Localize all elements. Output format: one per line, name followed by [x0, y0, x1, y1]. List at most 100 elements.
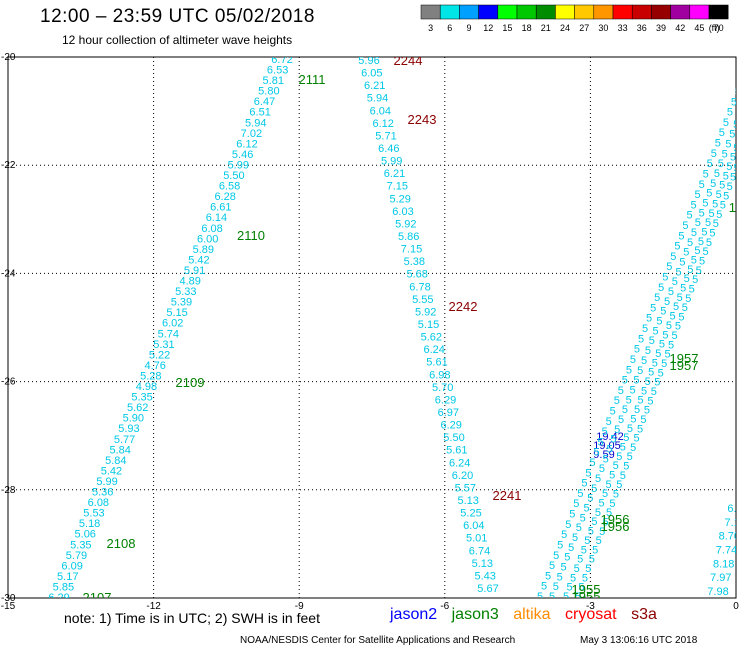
dense-track-mark: 5	[664, 296, 670, 308]
dense-track-mark: 5	[602, 426, 608, 438]
dense-track-mark: 5	[595, 507, 601, 519]
dense-track-mark: 5	[701, 226, 707, 238]
wave-height-value: 6.58	[219, 181, 240, 193]
dense-track-mark: 5	[620, 441, 626, 453]
dense-track-mark: 5	[699, 207, 705, 219]
dense-track-mark: 5	[598, 498, 604, 510]
pass-label: 2108	[107, 536, 136, 551]
wave-height-value: 5.81	[263, 75, 284, 87]
satellite-jason2: jason2	[390, 606, 438, 623]
wave-height-value: 6.29	[440, 420, 461, 432]
dense-track-mark: 5	[569, 509, 575, 521]
wave-height-value: 6.28	[214, 191, 235, 203]
wave-height-value: 5.93	[118, 423, 139, 435]
dense-track-mark: 5	[563, 591, 569, 603]
dense-track-mark: 5	[685, 293, 691, 305]
wave-height-value: 5.99	[381, 156, 402, 168]
dense-track-mark: 5	[573, 498, 579, 510]
dense-track-mark: 5	[609, 498, 615, 510]
dense-track-mark: 5	[614, 424, 620, 436]
dense-track-mark: 5	[651, 386, 657, 398]
pass-label: 2244	[394, 53, 423, 68]
dense-track-mark: 5	[699, 179, 705, 191]
wave-height-value: 7.1	[725, 517, 740, 529]
dense-track-mark: 5	[613, 488, 619, 500]
dense-track-mark: 5	[606, 479, 612, 491]
wave-height-value: 5.01	[466, 533, 487, 545]
longitude-tick-label: -3	[586, 601, 595, 610]
dense-track-mark: 5	[723, 170, 729, 182]
dense-track-mark: 5	[690, 199, 696, 211]
dense-track-mark: 5	[613, 460, 619, 472]
wave-height-value: 5.13	[472, 558, 493, 570]
dense-track-mark: 5	[713, 218, 719, 230]
dense-track-mark: 5	[592, 544, 598, 556]
scale-label: 15	[502, 23, 512, 33]
latitude-tick-label: -26	[1, 377, 16, 388]
scale-label: 21	[541, 23, 551, 33]
dense-track-mark: 5	[572, 532, 578, 544]
wave-height-value: 5.29	[389, 193, 410, 205]
wave-height-value: 7.97	[710, 572, 731, 584]
dense-track-mark: 5	[684, 273, 690, 285]
dense-track-mark: 5	[730, 172, 736, 184]
dense-track-mark: 5	[726, 161, 732, 173]
dense-track-mark: 5	[589, 457, 595, 469]
dense-track-mark: 5	[727, 107, 733, 119]
dense-track-mark: 5	[653, 325, 659, 337]
dense-track-mark: 5	[731, 96, 737, 108]
dense-track-mark: 5	[623, 432, 629, 444]
dense-track-mark: 5	[702, 246, 708, 258]
dense-track-mark: 5	[695, 189, 701, 201]
dense-track-mark: 5	[670, 251, 676, 263]
dense-track-mark: 5	[634, 404, 640, 416]
wave-height-value: 5.67	[477, 583, 498, 595]
wave-height-value: 5.99	[96, 476, 117, 488]
wave-height-value: 6.20	[452, 470, 473, 482]
dense-track-mark: 5	[578, 582, 584, 594]
dense-track-mark: 5	[587, 493, 593, 505]
dense-track-mark: 5	[723, 117, 729, 129]
wave-height-value: 6.14	[206, 212, 227, 224]
dense-track-mark: 5	[655, 348, 661, 360]
dense-track-mark: 5	[541, 581, 547, 593]
dense-track-mark: 5	[709, 228, 715, 240]
wave-height-value: 6.21	[364, 80, 385, 92]
wave-height-value: 6.29	[48, 592, 69, 604]
credit-line: NOAA/NESDIS Center for Satellite Applica…	[240, 635, 516, 646]
wave-height-value: 5.50	[223, 170, 244, 182]
dense-track-mark: 5	[687, 264, 693, 276]
dense-track-mark: 5	[733, 119, 739, 131]
wave-height-value: 5.46	[232, 149, 253, 161]
dense-track-mark: 5	[706, 188, 712, 200]
dense-track-mark: 5	[730, 152, 736, 164]
wave-height-map: -15 -12 -9 -6 -3 0-20-22-24-26-28-306.726.535…	[1, 52, 740, 610]
wave-height-value: 4.98	[136, 381, 157, 393]
dense-track-mark: 5	[618, 385, 624, 397]
dense-track-mark: 5	[683, 247, 689, 259]
dense-track-mark: 5	[537, 591, 543, 603]
dense-track-mark: 5	[585, 563, 591, 575]
pass-label: 2242	[449, 299, 478, 314]
wave-height-value: 5.42	[101, 465, 122, 477]
dense-track-mark: 5	[649, 335, 655, 347]
wave-height-value: 5.99	[228, 159, 249, 171]
dense-track-mark: 5	[687, 237, 693, 249]
dense-track-mark: 5	[622, 404, 628, 416]
dense-track-mark: 5	[686, 210, 692, 222]
dense-track-mark: 5	[714, 168, 720, 180]
dense-track-mark: 5	[616, 451, 622, 463]
scale-label: 12	[483, 23, 493, 33]
wave-height-value: 5.17	[57, 571, 78, 583]
wave-height-value: 5.91	[184, 265, 205, 277]
wave-height-value: 6.53	[267, 65, 288, 77]
dense-track-mark: 5	[666, 261, 672, 273]
wave-height-value: 6.09	[61, 560, 82, 572]
dense-track-mark: 5	[606, 443, 612, 455]
wave-height-value: 5.86	[398, 231, 419, 243]
wave-height-value: 5.96	[358, 55, 379, 67]
dense-track-mark: 5	[637, 423, 643, 435]
dense-track-mark: 5	[658, 282, 664, 294]
dense-track-mark: 5	[581, 478, 587, 490]
dense-track-mark: 5	[666, 320, 672, 332]
